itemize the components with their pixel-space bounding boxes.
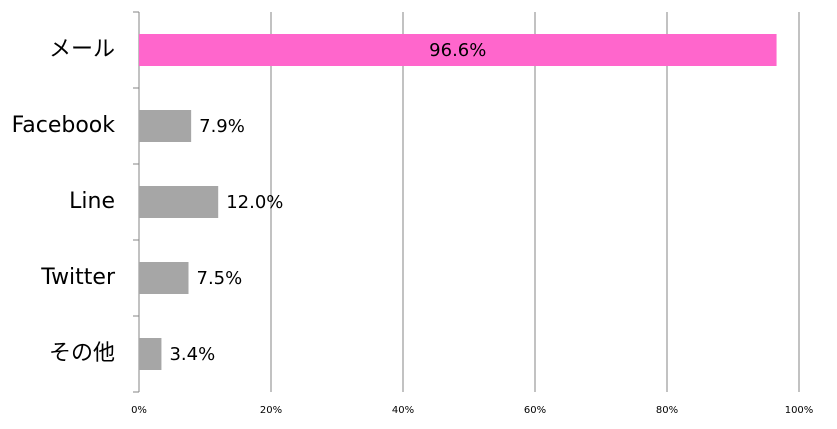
bar <box>139 262 189 294</box>
x-tick-label: 100% <box>785 405 814 416</box>
x-tick-label: 60% <box>524 405 546 416</box>
data-label: 3.4% <box>169 344 215 365</box>
data-label: 7.9% <box>199 116 245 137</box>
x-tick-label: 40% <box>392 405 414 416</box>
data-label: 12.0% <box>226 192 283 213</box>
y-tick-label: その他 <box>49 341 115 366</box>
y-tick-label: Twitter <box>40 265 116 290</box>
x-tick-label: 80% <box>656 405 678 416</box>
data-label: 96.6% <box>429 40 486 61</box>
y-tick-label: Facebook <box>12 113 116 138</box>
bar <box>139 110 192 142</box>
data-label: 7.5% <box>197 268 243 289</box>
x-tick-label: 20% <box>260 405 282 416</box>
y-tick-label: Line <box>69 189 115 214</box>
y-tick-label: メール <box>49 37 115 62</box>
bar <box>139 338 162 370</box>
x-tick-label: 0% <box>131 405 147 416</box>
bar <box>139 186 219 218</box>
bar <box>139 34 777 66</box>
